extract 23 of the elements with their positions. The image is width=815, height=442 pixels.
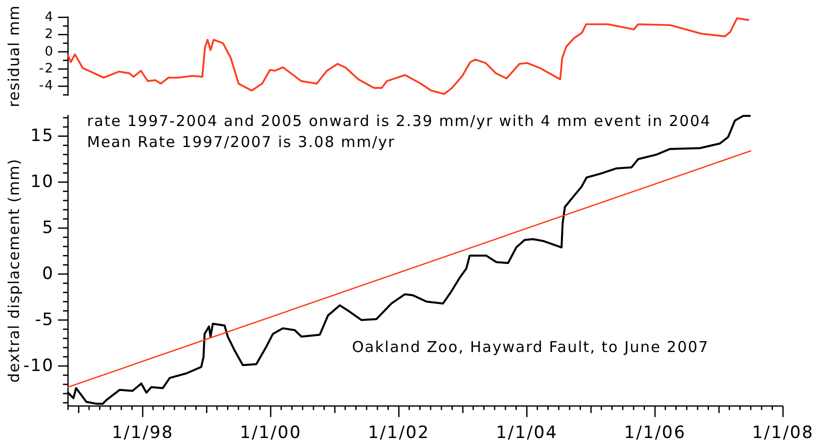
- y-axis-title: residual mm: [5, 4, 23, 108]
- annotation: Mean Rate 1997/2007 is 3.08 mm/yr: [87, 133, 396, 151]
- y-tick-label: 2: [44, 27, 54, 42]
- y-tick-label: 0: [44, 44, 54, 60]
- y-tick-label: -2: [39, 62, 54, 77]
- x-tick-label: 1/1/08: [752, 423, 814, 442]
- annotation: Oakland Zoo, Hayward Fault, to June 2007: [352, 338, 709, 356]
- y-tick-label: 5: [42, 218, 54, 238]
- x-tick-label: 1/1/04: [496, 423, 558, 442]
- y-axis-title: dextral displacement (mm): [5, 158, 23, 383]
- y-tick-label: 4: [44, 10, 54, 25]
- y-tick-label: -10: [23, 356, 54, 376]
- y-tick-label: -4: [39, 78, 54, 94]
- y-tick-label: 0: [42, 264, 54, 284]
- x-tick-label: 1/1/00: [240, 423, 302, 442]
- annotation: rate 1997-2004 and 2005 onward is 2.39 mm/yr with 4 mm event in 2004: [87, 112, 712, 130]
- y-tick-label: 10: [30, 172, 54, 192]
- y-tick-label: -5: [35, 310, 54, 330]
- y-tick-label: 15: [30, 126, 54, 146]
- x-tick-label: 1/1/06: [624, 423, 686, 442]
- x-tick-label: 1/1/02: [368, 423, 430, 442]
- x-tick-label: 1/1/98: [112, 423, 174, 442]
- line-series: [67, 17, 750, 95]
